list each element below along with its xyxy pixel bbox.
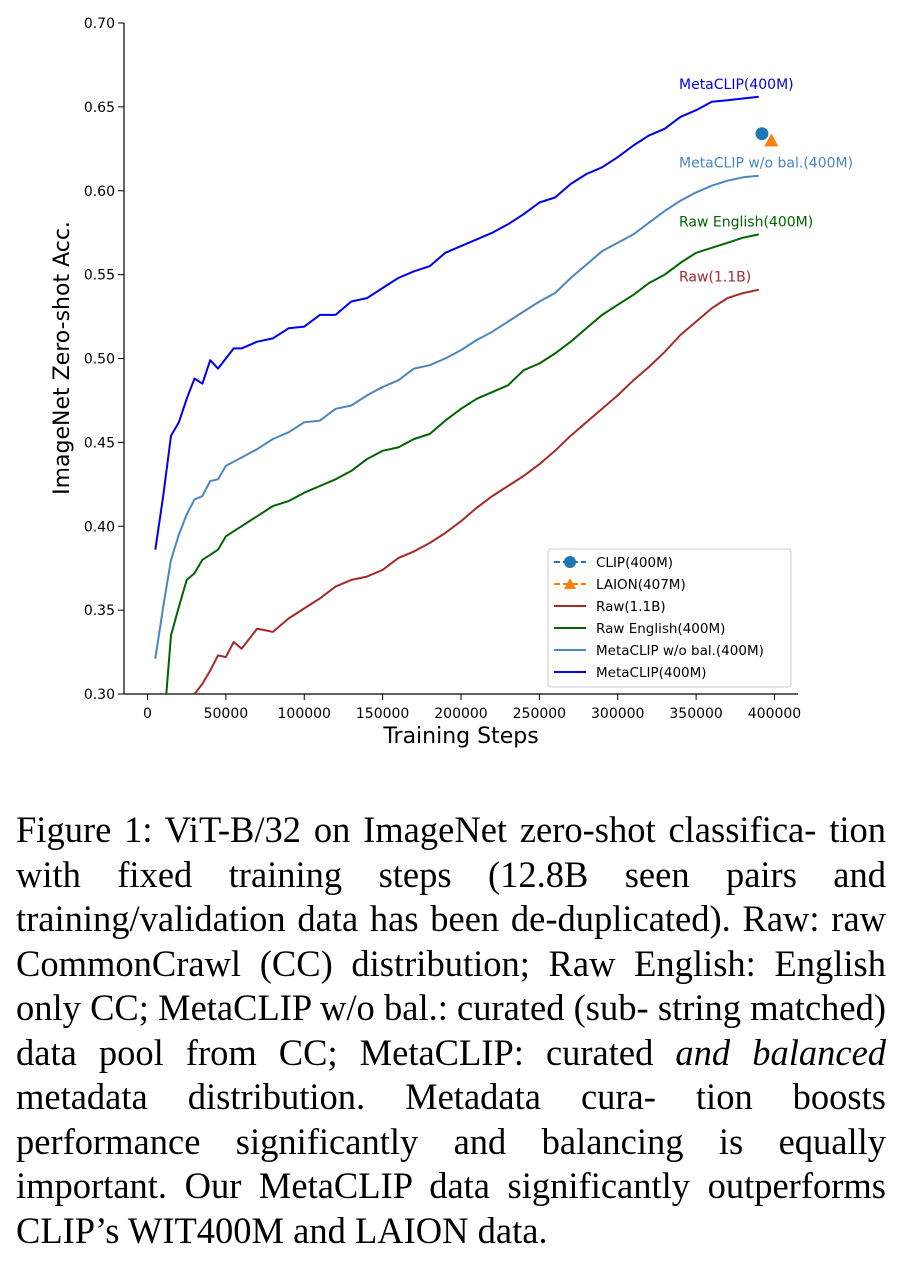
laion-point bbox=[764, 133, 779, 147]
series-label: MetaCLIP w/o bal.(400M) bbox=[679, 156, 853, 172]
series-labels: MetaCLIP(400M) MetaCLIP w/o bal.(400M) Raw… bbox=[679, 77, 853, 286]
legend-label: MetaCLIP w/o bal.(400M) bbox=[596, 643, 764, 659]
series-line bbox=[193, 288, 760, 695]
x-tick-label: 300000 bbox=[591, 706, 644, 722]
legend-label: Raw(1.1B) bbox=[596, 599, 666, 615]
series-label: Raw English(400M) bbox=[679, 214, 813, 230]
legend-label: LAION(407M) bbox=[596, 577, 686, 593]
x-tick-label: 50000 bbox=[204, 706, 249, 722]
caption-line: English only CC; MetaCLIP w/o bal.: cura… bbox=[16, 942, 887, 1029]
series-line bbox=[154, 174, 759, 659]
x-tick-label: 150000 bbox=[356, 706, 409, 722]
legend: CLIP(400M) LAION(407M) Raw(1.1B) Raw Englis… bbox=[547, 548, 792, 688]
legend-label: MetaCLIP(400M) bbox=[596, 665, 707, 681]
x-tick-label: 0 bbox=[143, 706, 152, 722]
series-label: MetaCLIP(400M) bbox=[679, 77, 794, 93]
y-tick-label: 0.50 bbox=[84, 352, 115, 368]
caption-line: tion with fixed training steps (12.8B se… bbox=[16, 809, 886, 895]
series-label: Raw(1.1B) bbox=[679, 270, 751, 286]
y-tick-label: 0.70 bbox=[84, 16, 115, 32]
caption-line: string matched) data pool from CC; MetaC… bbox=[16, 987, 887, 1073]
caption-line: equally important. Our MetaCLIP data sig… bbox=[16, 1120, 886, 1207]
x-axis-label: Training Steps bbox=[382, 724, 538, 749]
x-tick-label: 100000 bbox=[278, 706, 331, 722]
legend-marker bbox=[564, 578, 576, 589]
y-axis-label: ImageNet Zero-shot Acc. bbox=[50, 221, 75, 495]
figure-caption: Figure 1: ViT-B/32 on ImageNet zero-shot… bbox=[16, 808, 886, 1253]
series-line bbox=[154, 95, 759, 550]
series-line bbox=[165, 233, 760, 695]
caption-line: metadata distribution. Metadata cura- bbox=[16, 1076, 656, 1117]
x-tick-label: 400000 bbox=[748, 706, 801, 722]
legend-marker bbox=[564, 556, 576, 568]
x-tick-label: 350000 bbox=[669, 706, 722, 722]
legend-box bbox=[547, 548, 792, 688]
x-tick-label: 250000 bbox=[513, 706, 566, 722]
axes: 0.30 0.35 0.40 0.45 0.50 0.55 0.60 0.65 0.70 0 500… bbox=[84, 16, 801, 722]
y-tick-label: 0.30 bbox=[84, 687, 115, 703]
caption-line: training/validation data has been de-dup… bbox=[16, 898, 820, 939]
y-tick-label: 0.55 bbox=[84, 268, 115, 284]
legend-label: Raw English(400M) bbox=[596, 621, 725, 637]
accuracy-chart: 0.30 0.35 0.40 0.45 0.50 0.55 0.60 0.65 0.70 0 500… bbox=[50, 16, 853, 749]
x-tick-label: 200000 bbox=[434, 706, 487, 722]
y-tick-label: 0.40 bbox=[84, 519, 115, 535]
y-tick-label: 0.65 bbox=[84, 100, 115, 116]
y-tick-label: 0.60 bbox=[84, 184, 115, 200]
caption-emphasis: and balanced bbox=[675, 1031, 887, 1073]
y-tick-label: 0.45 bbox=[84, 435, 115, 451]
caption-line: outperforms CLIP’s WIT400M and LAION dat… bbox=[16, 1165, 886, 1251]
caption-line: raw CommonCrawl (CC) distribution; Raw E… bbox=[16, 898, 887, 984]
y-tick-label: 0.35 bbox=[84, 603, 115, 619]
clip-point bbox=[755, 127, 769, 141]
legend-label: CLIP(400M) bbox=[596, 555, 673, 571]
series-layer bbox=[154, 95, 779, 695]
caption-line: Figure 1: ViT-B/32 on ImageNet zero-shot… bbox=[16, 809, 817, 850]
caption-line: tion boosts performance significantly an… bbox=[16, 1076, 886, 1162]
